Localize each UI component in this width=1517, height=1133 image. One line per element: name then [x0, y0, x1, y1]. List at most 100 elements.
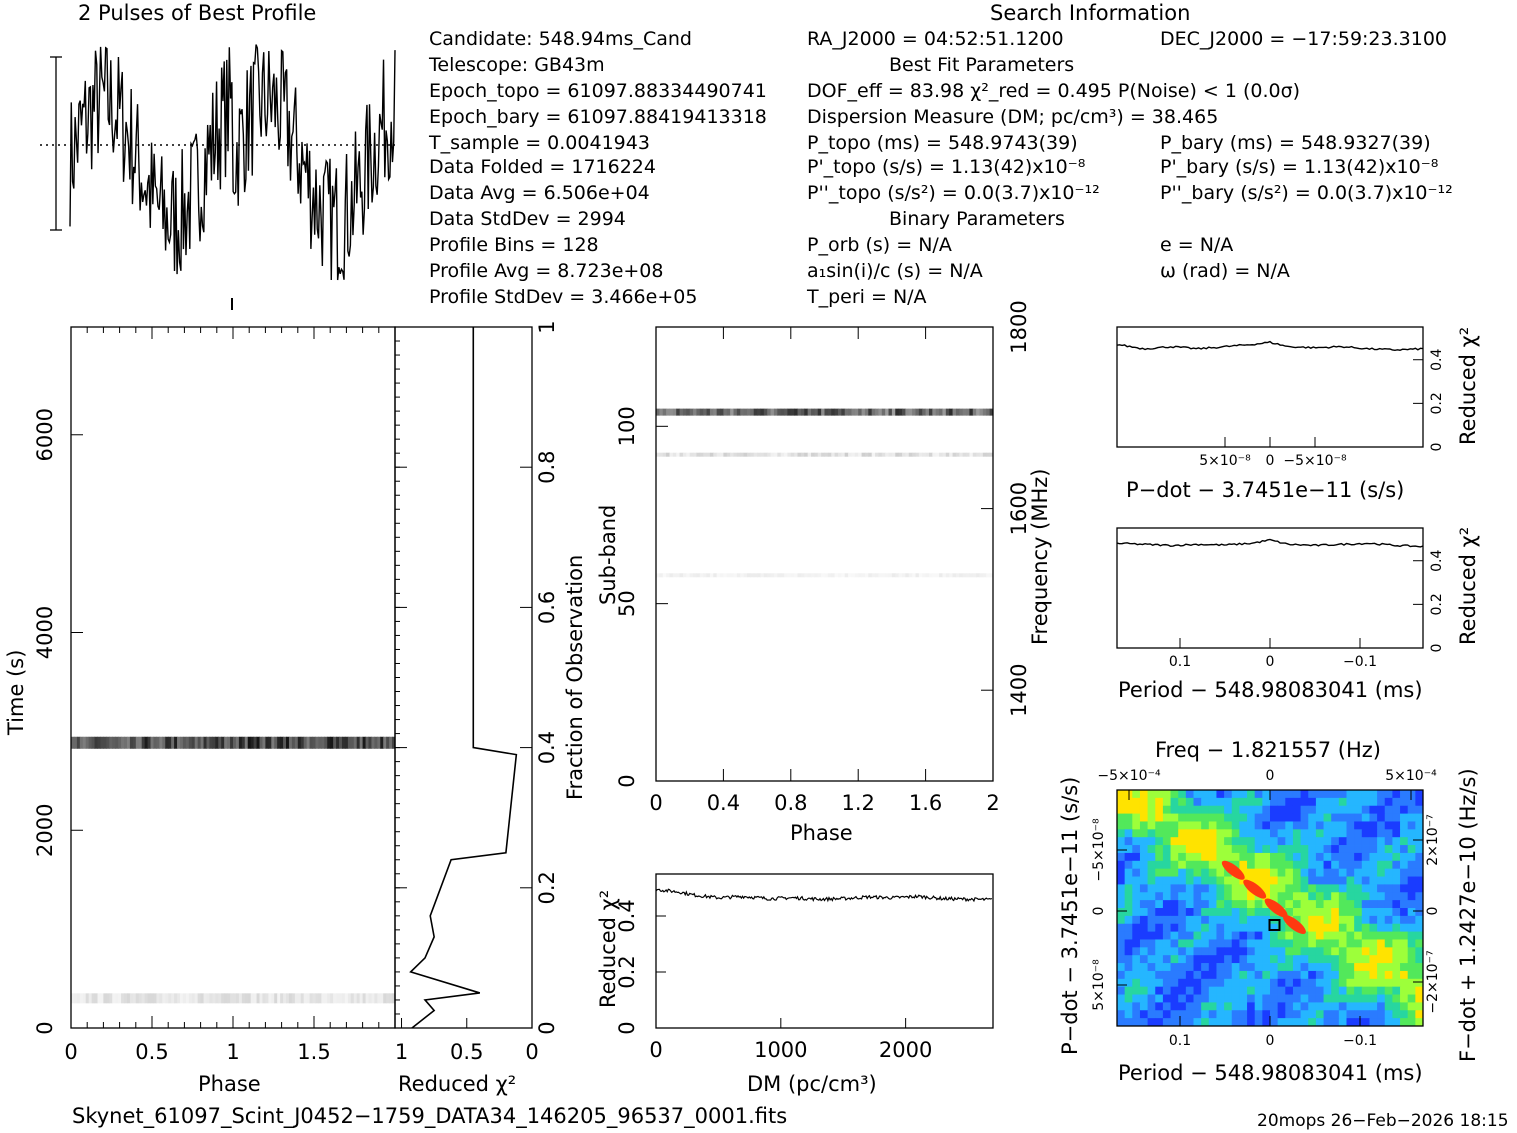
pp-cell-11-22 — [1285, 876, 1294, 885]
sb-band-cell-2-57 — [848, 573, 852, 578]
pp-cell-26-8 — [1178, 994, 1187, 1003]
pp-cell-7-5 — [1155, 845, 1164, 854]
pp-cell-24-28 — [1331, 978, 1340, 988]
pp-cell-29-12 — [1208, 1018, 1217, 1027]
pp-cell-16-32 — [1361, 915, 1370, 925]
pp-cell-6-39 — [1415, 837, 1424, 846]
pp-cell-17-35 — [1384, 923, 1393, 932]
footer-stamp: 20mops 26−Feb−2026 18:15 — [1257, 1111, 1509, 1131]
pp-cell-10-11 — [1201, 868, 1210, 877]
sb-band-cell-1-41 — [794, 452, 799, 457]
tp-band-cell-0-49 — [215, 736, 219, 749]
pp-cell-27-19 — [1262, 1002, 1271, 1011]
pp-cell-13-26 — [1315, 892, 1324, 901]
pp-cell-4-31 — [1354, 821, 1363, 830]
pp-cell-12-38 — [1407, 884, 1416, 893]
pp-cell-23-22 — [1285, 970, 1294, 980]
pp-cell-18-2 — [1132, 931, 1141, 940]
pp-cell-7-24 — [1300, 845, 1309, 854]
sb-band-cell-0-73 — [902, 408, 906, 416]
pp-cell-25-6 — [1162, 986, 1171, 995]
tp-band-cell-1-16 — [118, 993, 122, 1004]
pp-cell-24-27 — [1323, 978, 1332, 988]
sb-band-cell-0-15 — [706, 408, 711, 416]
pp-cell-11-24 — [1300, 876, 1309, 885]
pp-cell-1-12 — [1208, 797, 1217, 807]
pp-cell-10-25 — [1308, 868, 1317, 877]
pp-cell-20-24 — [1300, 947, 1309, 956]
pp-cell-21-34 — [1377, 955, 1386, 964]
pp-cell-20-6 — [1162, 947, 1171, 956]
sb-band-cell-1-18 — [716, 452, 721, 457]
pp-cell-26-1 — [1124, 994, 1133, 1003]
pp-cell-1-16 — [1239, 797, 1248, 807]
pp-cell-19-11 — [1201, 939, 1210, 948]
pp-cell-4-30 — [1346, 821, 1355, 830]
pp-cell-10-14 — [1224, 868, 1233, 877]
pp-cell-9-34 — [1377, 860, 1386, 870]
pp-cell-27-20 — [1270, 1002, 1279, 1011]
sb-ytick-label-1: 50 — [615, 590, 639, 617]
pp-cell-28-34 — [1377, 1010, 1386, 1019]
sb-band-cell-0-51 — [827, 408, 832, 416]
sb-band-cell-2-17 — [713, 573, 718, 578]
pp-cell-17-13 — [1216, 923, 1225, 932]
pp-cell-23-13 — [1216, 970, 1225, 980]
pp-cell-11-27 — [1323, 876, 1332, 885]
pp-cell-7-13 — [1216, 845, 1225, 854]
sb-band-cell-1-93 — [969, 452, 974, 457]
sb-band-cell-1-16 — [709, 452, 714, 457]
tp-band-cell-1-98 — [359, 993, 364, 1004]
pp-cell-2-26 — [1315, 805, 1324, 814]
sb-band-cell-1-5 — [672, 452, 677, 457]
tp-band-cell-1-106 — [383, 993, 387, 1004]
pp-cell-23-15 — [1231, 970, 1240, 980]
pp-cell-0-2 — [1132, 790, 1141, 799]
tp-xtick-label-2: 1 — [226, 1040, 239, 1064]
pp-cell-14-31 — [1354, 900, 1363, 909]
pp-cell-13-22 — [1285, 892, 1294, 901]
pp-cell-18-10 — [1193, 931, 1202, 940]
tp-band-cell-0-70 — [277, 736, 281, 749]
sb-band-cell-1-69 — [888, 452, 893, 457]
pp-cell-17-34 — [1377, 923, 1386, 932]
sb-band-cell-2-73 — [902, 573, 906, 578]
pp-cell-10-29 — [1338, 868, 1347, 877]
pp-cell-6-15 — [1231, 837, 1240, 846]
pdot-chi2-plot: 5×10⁻⁸ 0 −5×10⁻⁸00.20.4 — [1116, 326, 1445, 469]
pp-cell-10-18 — [1254, 868, 1263, 877]
pp-cell-12-6 — [1162, 884, 1171, 893]
tp-band-cell-1-32 — [165, 993, 169, 1004]
pp-cell-24-16 — [1239, 978, 1248, 988]
sb-band-cell-1-79 — [922, 452, 927, 457]
pp-cell-1-37 — [1400, 797, 1409, 807]
tp-band-cell-1-67 — [268, 993, 272, 1004]
pp-cell-14-29 — [1338, 900, 1347, 909]
data-avg-text: Data Avg = 6.506e+04 — [429, 182, 650, 204]
tp-band-cell-0-78 — [300, 736, 305, 749]
profile-bins-text: Profile Bins = 128 — [429, 234, 599, 256]
tp-band-cell-0-74 — [288, 736, 293, 749]
tp-band-cell-0-106 — [383, 736, 387, 749]
pp-cell-6-3 — [1139, 837, 1148, 846]
pp-cell-1-21 — [1277, 797, 1286, 807]
pp-cell-28-8 — [1178, 1010, 1187, 1019]
pp-cell-22-13 — [1216, 963, 1225, 972]
pp-cell-26-34 — [1377, 994, 1386, 1003]
pp-cell-12-14 — [1224, 884, 1233, 893]
sb-band-cell-1-33 — [767, 452, 772, 457]
sb-band-cell-1-56 — [844, 452, 849, 457]
sb-band-cell-0-74 — [905, 408, 910, 416]
tp-band-cell-1-31 — [162, 993, 166, 1004]
pp-cell-11-19 — [1262, 876, 1271, 885]
pp-cell-3-1 — [1124, 813, 1133, 822]
pp-cell-8-22 — [1285, 852, 1294, 862]
pp-cell-15-28 — [1331, 908, 1340, 917]
pp-cell-15-6 — [1162, 908, 1171, 917]
pp-cell-29-31 — [1354, 1018, 1363, 1027]
pp-cell-29-16 — [1239, 1018, 1248, 1027]
pp-cell-29-29 — [1338, 1018, 1347, 1027]
pp-cell-14-14 — [1224, 900, 1233, 909]
